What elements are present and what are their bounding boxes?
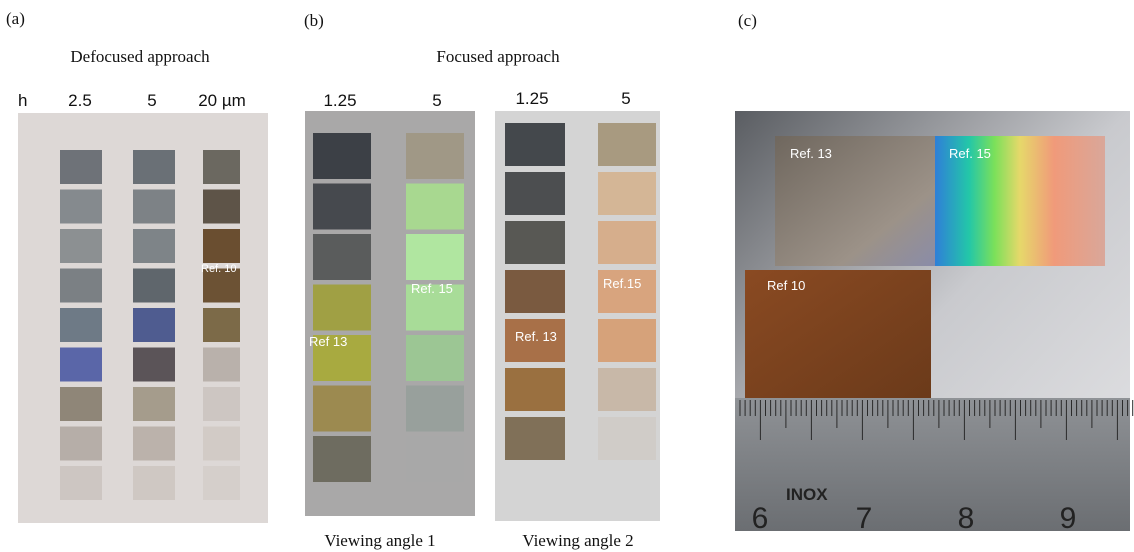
swatch	[133, 348, 175, 382]
annotation: Ref. 13	[790, 146, 832, 161]
column-label: 2.5	[68, 91, 92, 110]
swatch	[203, 466, 240, 500]
swatch	[133, 269, 175, 303]
swatch	[598, 368, 656, 411]
swatch	[505, 368, 565, 411]
swatch	[598, 221, 656, 264]
swatch	[203, 150, 240, 184]
annotation: Ref. 10	[201, 263, 236, 275]
panel-label: (c)	[738, 11, 757, 30]
ruler-number: 9	[1060, 502, 1077, 535]
swatch	[505, 123, 565, 166]
swatch	[60, 190, 102, 224]
swatch	[313, 436, 371, 482]
figure: (a) Defocused approach h 2.5 5 20 µm Ref…	[0, 0, 1134, 552]
swatch	[203, 190, 240, 224]
swatch	[60, 269, 102, 303]
ruler-number: 6	[752, 502, 769, 535]
column-label: 1.25	[515, 89, 548, 108]
swatch	[60, 308, 102, 342]
panel-label: (b)	[304, 11, 324, 30]
swatch	[203, 387, 240, 421]
swatch	[313, 184, 371, 230]
axis-label: h	[18, 91, 27, 110]
swatch	[203, 229, 240, 263]
caption: Viewing angle 2	[522, 531, 633, 550]
ruler-brand: INOX	[786, 485, 828, 504]
annotation: Ref. 13	[515, 329, 557, 344]
swatch	[313, 133, 371, 179]
swatch	[598, 172, 656, 215]
panel-title: Defocused approach	[70, 47, 210, 66]
swatch	[406, 184, 464, 230]
swatch	[598, 123, 656, 166]
swatch	[203, 427, 240, 461]
swatch	[203, 308, 240, 342]
annotation: Ref.15	[603, 276, 641, 291]
ruler-number: 7	[856, 502, 873, 535]
swatch	[133, 150, 175, 184]
swatch	[313, 386, 371, 432]
swatch	[505, 172, 565, 215]
swatch	[313, 234, 371, 280]
annotation: Ref. 15	[949, 146, 991, 161]
annotation: Ref. 15	[411, 281, 453, 296]
swatch	[133, 190, 175, 224]
swatch	[60, 150, 102, 184]
swatch	[406, 234, 464, 280]
swatches	[313, 123, 656, 482]
swatch	[406, 133, 464, 179]
swatch	[133, 229, 175, 263]
column-label: 1.25	[323, 91, 356, 110]
swatch	[60, 387, 102, 421]
swatch	[60, 229, 102, 263]
swatches	[60, 150, 240, 500]
swatch	[406, 436, 464, 482]
caption: Viewing angle 1	[324, 531, 435, 550]
column-label: 5	[432, 91, 441, 110]
ruler-number: 8	[958, 502, 975, 535]
swatch	[133, 387, 175, 421]
column-label: 5	[621, 89, 630, 108]
swatch	[60, 466, 102, 500]
swatch	[505, 221, 565, 264]
annotation: Ref 13	[309, 334, 347, 349]
panel-label: (a)	[6, 9, 25, 28]
swatch	[60, 427, 102, 461]
swatch	[505, 270, 565, 313]
column-label: 5	[147, 91, 156, 110]
swatch	[598, 319, 656, 362]
panel-title: Focused approach	[436, 47, 560, 66]
swatch	[203, 348, 240, 382]
swatch	[406, 335, 464, 381]
swatch	[133, 466, 175, 500]
swatch	[505, 417, 565, 460]
swatch	[313, 285, 371, 331]
swatch	[133, 308, 175, 342]
annotation: Ref 10	[767, 278, 805, 293]
swatch	[60, 348, 102, 382]
column-label: 20 µm	[198, 91, 246, 110]
swatch	[406, 386, 464, 432]
swatch	[133, 427, 175, 461]
swatch	[598, 417, 656, 460]
